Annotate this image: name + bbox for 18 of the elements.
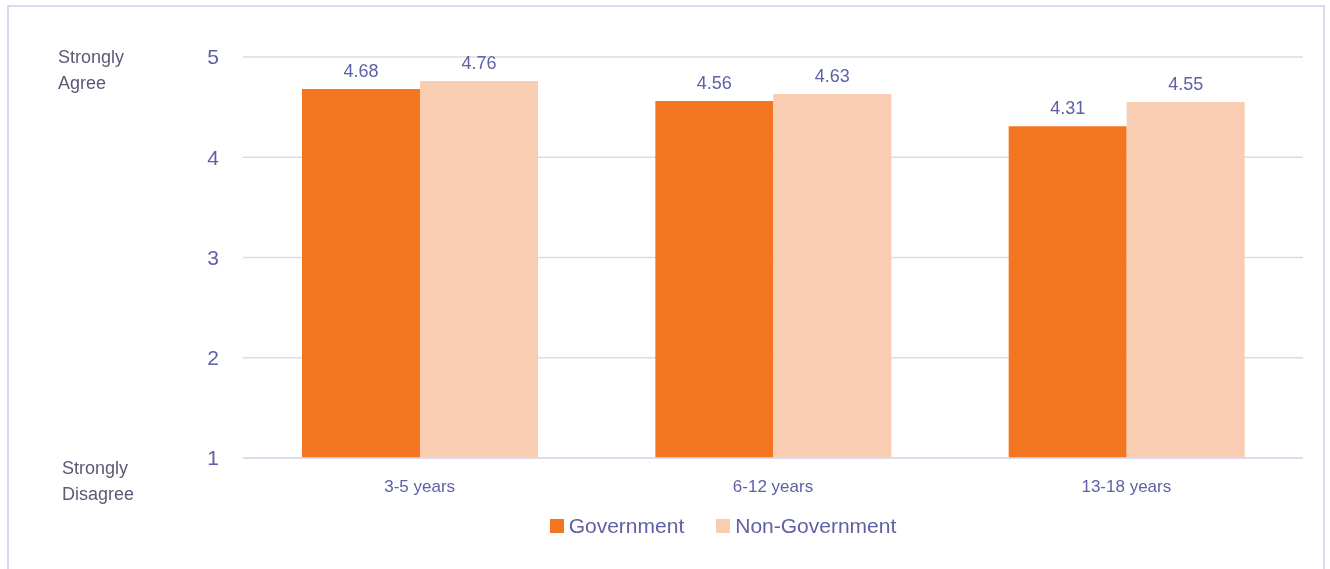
x-tick-label: 3-5 years <box>384 477 456 497</box>
y-tick-label: 2 <box>207 346 219 370</box>
data-label: 4.55 <box>1168 74 1204 95</box>
data-label: 4.31 <box>1050 98 1086 119</box>
legend-label: Government <box>568 514 685 538</box>
x-tick-label: 6-12 years <box>732 477 814 497</box>
y-tick-label: 1 <box>207 446 219 470</box>
y-tick-label: 4 <box>207 145 220 169</box>
text: Strongly Disagree <box>62 457 136 506</box>
data-label: 4.63 <box>814 66 850 87</box>
data-label: 4.56 <box>696 73 732 94</box>
legend-label: Non-Government <box>735 514 897 538</box>
data-label: 4.76 <box>461 53 497 74</box>
y-tick-label: 3 <box>207 245 219 269</box>
data-label: 4.68 <box>343 61 379 82</box>
x-tick-label: 13-18 years <box>1081 477 1172 497</box>
y-tick-label: 5 <box>207 45 219 69</box>
text: Strongly Agree <box>58 46 126 95</box>
